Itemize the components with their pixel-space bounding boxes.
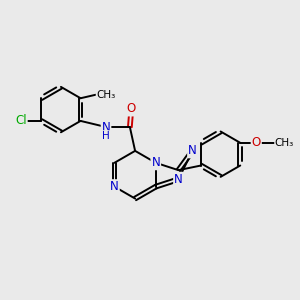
Text: CH₃: CH₃	[96, 90, 116, 100]
Text: H: H	[102, 131, 110, 141]
Text: N: N	[188, 144, 197, 158]
Text: N: N	[174, 173, 183, 186]
Text: N: N	[102, 121, 110, 134]
Text: N: N	[152, 156, 160, 169]
Text: N: N	[110, 180, 119, 193]
Text: Cl: Cl	[15, 114, 27, 128]
Text: O: O	[127, 103, 136, 116]
Text: O: O	[252, 136, 261, 149]
Text: CH₃: CH₃	[275, 138, 294, 148]
